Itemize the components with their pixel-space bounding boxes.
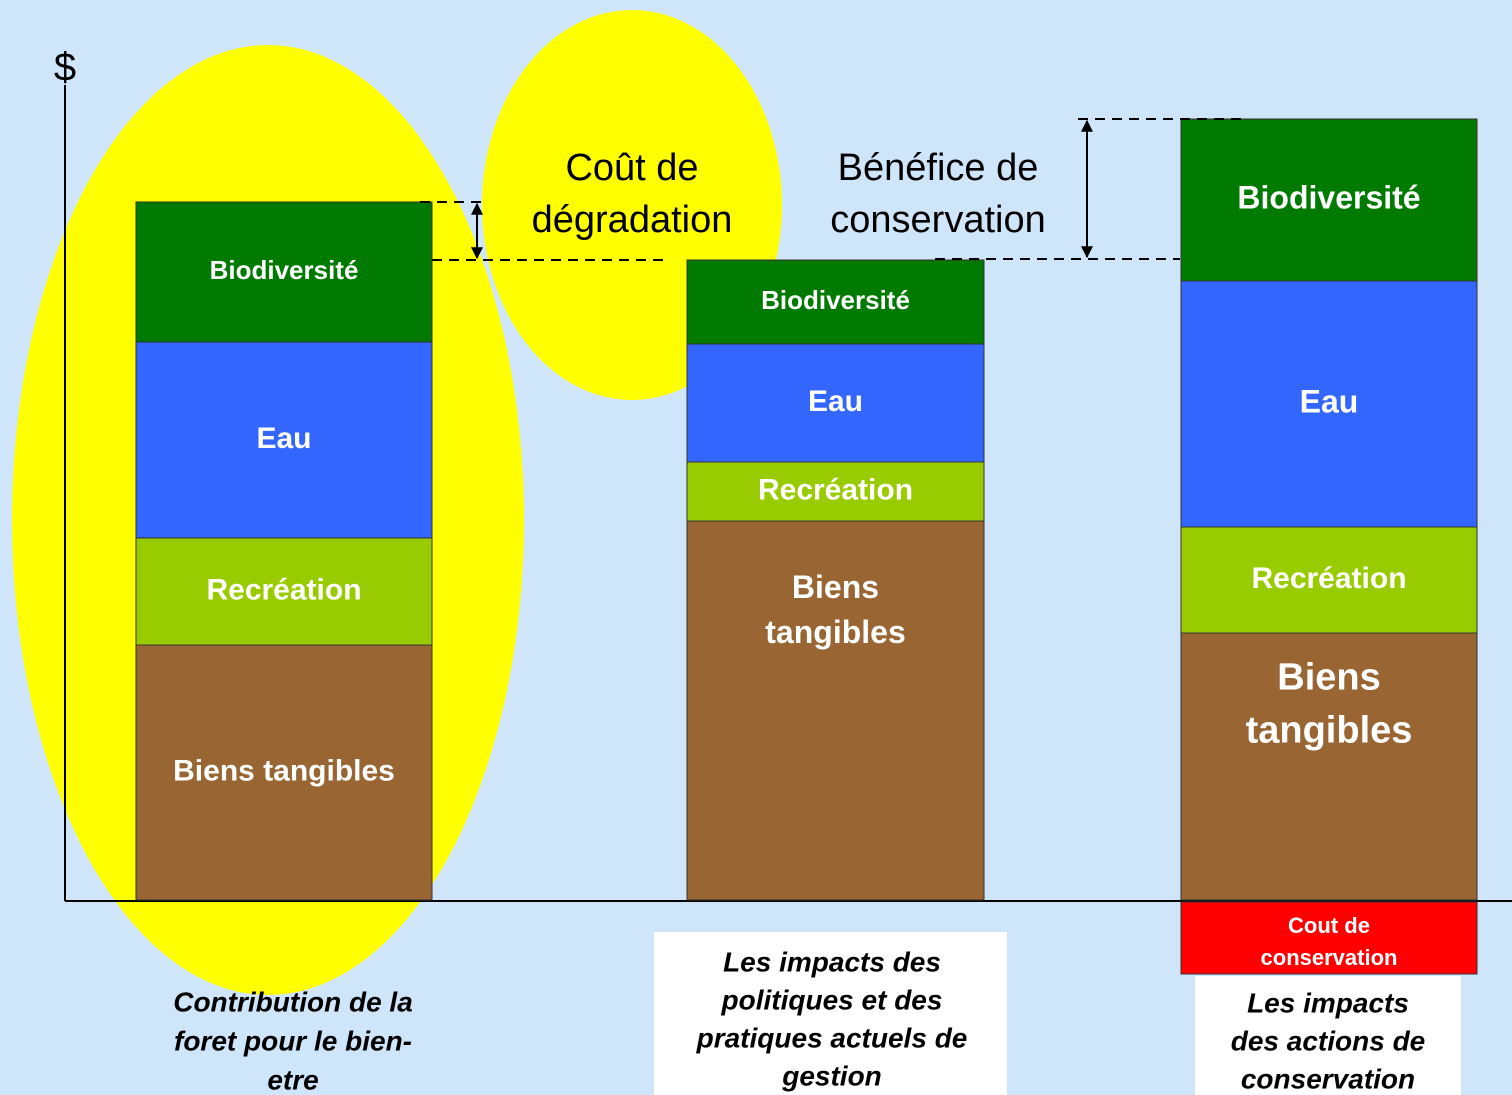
caption-box — [1195, 976, 1461, 1095]
annotation: conservation — [830, 199, 1045, 241]
caption: Les impacts des — [723, 946, 941, 977]
caption-box — [654, 932, 1007, 1095]
annotation: Bénéfice de — [838, 147, 1039, 189]
segment-label: tangibles — [1246, 710, 1413, 752]
caption: foret pour le bien- — [174, 1025, 412, 1056]
caption: politiques et des — [721, 984, 943, 1015]
segment — [686, 461, 985, 522]
segment-label: conservation — [1261, 945, 1398, 970]
segment-label: Recréation — [206, 573, 361, 606]
segment-label: tangibles — [765, 614, 905, 650]
segment-label: Recréation — [758, 473, 913, 506]
segment — [1180, 526, 1478, 634]
segment-label: Eau — [256, 422, 311, 455]
annotation: Coût de — [565, 147, 698, 189]
cost-segment — [1180, 901, 1478, 975]
segment — [686, 259, 985, 345]
segment — [135, 537, 433, 646]
caption: pratiques actuels de — [696, 1022, 968, 1053]
segment-label: Eau — [1300, 383, 1359, 419]
segment — [686, 343, 985, 463]
caption: gestion — [781, 1060, 882, 1091]
segment-label: Biodiversité — [210, 255, 359, 285]
caption: etre — [267, 1064, 318, 1095]
segment — [1180, 632, 1478, 901]
content: Coût de dégradation Bénéfice de conservatio… — [135, 118, 1478, 1095]
segment-label: Biodiversité — [761, 285, 910, 315]
segment — [1180, 280, 1478, 528]
annotation: dégradation — [532, 199, 733, 241]
segment-label: Biens tangibles — [173, 754, 395, 787]
segment-label: Cout de — [1288, 913, 1370, 938]
caption: des actions de — [1231, 1025, 1426, 1056]
segment — [686, 520, 985, 901]
segment-label: Recréation — [1251, 562, 1406, 595]
segment-label: Biens — [792, 569, 879, 605]
segment — [135, 644, 433, 901]
segment — [1180, 118, 1478, 282]
segment-label: Eau — [808, 385, 863, 418]
axis-label: $ — [54, 46, 76, 90]
segment-label: Biodiversité — [1237, 179, 1420, 215]
segment-label: Biens — [1277, 656, 1380, 698]
caption: Les impacts — [1247, 987, 1409, 1018]
segment — [135, 341, 433, 539]
caption: conservation — [1241, 1063, 1415, 1094]
caption: Contribution de la — [173, 986, 413, 1017]
